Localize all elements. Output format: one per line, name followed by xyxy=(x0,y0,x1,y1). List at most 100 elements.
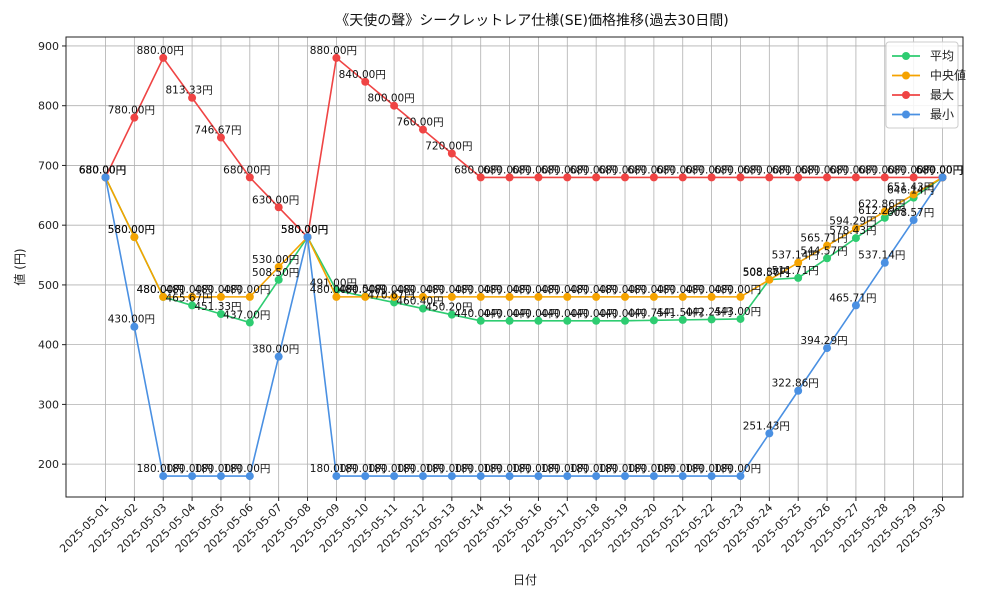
data-label: 180.00円 xyxy=(367,463,414,475)
data-label: 580.00円 xyxy=(281,224,328,236)
data-point xyxy=(447,292,456,301)
data-label: 680.00円 xyxy=(916,164,963,176)
data-label: 180.00円 xyxy=(310,463,357,475)
series-2 xyxy=(101,53,947,242)
data-label: 180.00円 xyxy=(714,463,761,475)
data-point xyxy=(707,315,716,324)
data-point xyxy=(418,292,427,301)
data-point xyxy=(534,292,543,301)
data-label: 840.00円 xyxy=(339,69,386,81)
data-label: 180.00円 xyxy=(137,463,184,475)
data-label: 580.00円 xyxy=(108,224,155,236)
data-label: 251.43円 xyxy=(743,420,790,432)
data-label: 394.29円 xyxy=(800,335,847,347)
data-point xyxy=(909,173,918,182)
data-label: 440.00円 xyxy=(454,308,501,320)
data-point xyxy=(794,173,803,182)
data-label: 440.00円 xyxy=(570,308,617,320)
data-label: 680.00円 xyxy=(829,164,876,176)
data-label: 480.00円 xyxy=(367,284,414,296)
y-tick-label: 400 xyxy=(38,339,59,352)
data-label: 880.00円 xyxy=(137,45,184,57)
data-point xyxy=(909,190,918,199)
data-point xyxy=(447,310,456,319)
data-point xyxy=(390,472,399,481)
data-point xyxy=(765,173,774,182)
data-label: 443.00円 xyxy=(714,306,761,318)
data-label: 680.00円 xyxy=(79,164,126,176)
data-point xyxy=(361,292,370,301)
data-point xyxy=(303,233,312,242)
data-label: 441.50円 xyxy=(656,307,703,319)
data-label: 594.29円 xyxy=(829,216,876,228)
data-label: 880.00円 xyxy=(310,45,357,57)
data-label: 440.00円 xyxy=(598,308,645,320)
data-point xyxy=(130,233,139,242)
data-point xyxy=(563,292,572,301)
series-3 xyxy=(101,173,947,481)
data-point xyxy=(880,207,889,216)
data-label: 480.00円 xyxy=(454,284,501,296)
data-label: 680.00円 xyxy=(454,164,501,176)
data-label: 480.00円 xyxy=(165,284,212,296)
y-tick-label: 300 xyxy=(38,398,59,411)
data-point xyxy=(476,472,485,481)
data-point xyxy=(245,173,254,182)
data-point xyxy=(390,292,399,301)
data-label: 780.00円 xyxy=(108,105,155,117)
data-point xyxy=(245,472,254,481)
data-label: 480.00円 xyxy=(425,284,472,296)
data-point xyxy=(794,386,803,395)
data-point xyxy=(390,298,399,307)
data-label: 680.00円 xyxy=(916,164,963,176)
plot-frame xyxy=(65,36,964,498)
data-label: 680.00円 xyxy=(483,164,530,176)
data-point xyxy=(678,173,687,182)
data-point xyxy=(649,472,658,481)
data-label: 680.00円 xyxy=(916,164,963,176)
data-label: 622.86円 xyxy=(858,199,905,211)
data-point xyxy=(851,173,860,182)
data-point xyxy=(332,472,341,481)
data-label: 680.00円 xyxy=(656,164,703,176)
legend-label: 中央値 xyxy=(930,68,966,83)
data-label: 680.00円 xyxy=(223,164,270,176)
data-point xyxy=(707,292,716,301)
data-label: 544.57円 xyxy=(800,245,847,257)
data-label: 680.00円 xyxy=(79,164,126,176)
data-point xyxy=(534,173,543,182)
legend-label: 最小 xyxy=(930,108,954,122)
data-label: 480.00円 xyxy=(714,284,761,296)
data-label: 537.14円 xyxy=(772,250,819,262)
data-label: 680.00円 xyxy=(79,164,126,176)
data-label: 651.43円 xyxy=(887,181,934,193)
data-label: 565.71円 xyxy=(800,233,847,245)
data-point xyxy=(794,273,803,282)
data-label: 480.00円 xyxy=(512,284,559,296)
data-point xyxy=(736,292,745,301)
data-label: 465.67円 xyxy=(165,292,212,304)
data-point xyxy=(505,472,514,481)
data-label: 680.00円 xyxy=(887,164,934,176)
x-axis-label: 日付 xyxy=(513,573,537,587)
data-label: 180.00円 xyxy=(512,463,559,475)
legend-swatch-marker xyxy=(902,71,910,80)
data-label: 180.00円 xyxy=(598,463,645,475)
data-label: 480.00円 xyxy=(570,284,617,296)
data-label: 440.75円 xyxy=(627,307,674,319)
data-point xyxy=(245,318,254,327)
data-point xyxy=(505,316,514,325)
data-point xyxy=(823,254,832,263)
data-point xyxy=(274,263,283,271)
data-label: 480.00円 xyxy=(339,284,386,296)
data-label: 480.00円 xyxy=(396,284,443,296)
data-label: 480.00円 xyxy=(137,284,184,296)
data-point xyxy=(274,203,283,212)
data-point xyxy=(563,316,572,325)
data-point xyxy=(649,173,658,182)
y-tick-label: 200 xyxy=(38,458,59,471)
data-label: 180.00円 xyxy=(396,463,443,475)
